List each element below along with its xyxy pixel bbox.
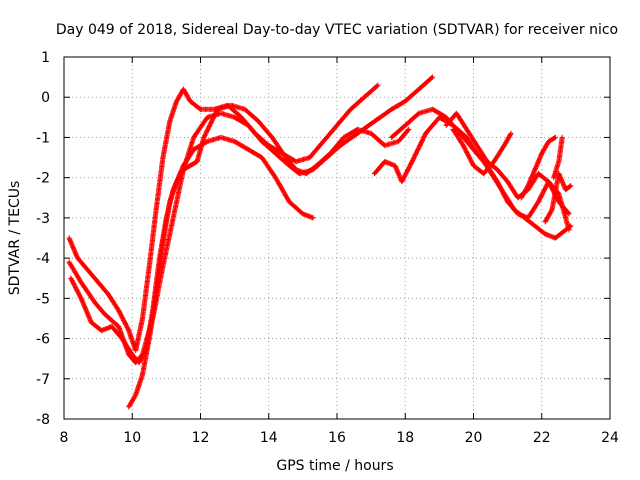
series-6 — [389, 106, 574, 241]
x-tick-label: 20 — [465, 430, 483, 446]
x-tick-label: 16 — [328, 430, 346, 446]
series-11-markers — [551, 134, 565, 181]
y-tick-label: -8 — [36, 412, 50, 428]
x-axis-label: GPS time / hours — [276, 458, 393, 474]
y-tick-label: -5 — [36, 291, 50, 307]
series-4 — [126, 102, 412, 410]
x-tick-label: 18 — [396, 430, 414, 446]
x-tick-label: 14 — [260, 430, 278, 446]
series-6-markers — [389, 106, 574, 241]
x-tick-label: 24 — [601, 430, 619, 446]
grid — [64, 57, 610, 419]
x-tick-label: 8 — [60, 430, 69, 446]
y-tick-label: -7 — [36, 372, 50, 388]
series-9-markers — [518, 134, 558, 201]
y-tick-label: 1 — [41, 50, 50, 66]
x-tick-label: 10 — [123, 430, 141, 446]
y-tick-label: -6 — [36, 332, 50, 348]
chart-title: Day 049 of 2018, Sidereal Day-to-day VTE… — [56, 22, 618, 38]
y-tick-label: -1 — [36, 130, 50, 146]
x-tick-label: 22 — [533, 430, 551, 446]
y-tick-label: -3 — [36, 211, 50, 227]
series-9 — [518, 134, 558, 201]
series-8-markers — [450, 126, 514, 177]
y-axis-label: SDTVAR / TECUs — [7, 181, 23, 296]
series-4-markers — [126, 102, 412, 410]
series-10 — [542, 171, 574, 225]
data-points — [66, 74, 574, 410]
y-tick-label: -2 — [36, 171, 50, 187]
series-8 — [450, 126, 514, 177]
series-10-markers — [542, 171, 574, 225]
x-tick-label: 12 — [192, 430, 210, 446]
series-11 — [551, 134, 565, 181]
y-tick-label: 0 — [41, 90, 50, 106]
y-tick-label: -4 — [36, 251, 50, 267]
